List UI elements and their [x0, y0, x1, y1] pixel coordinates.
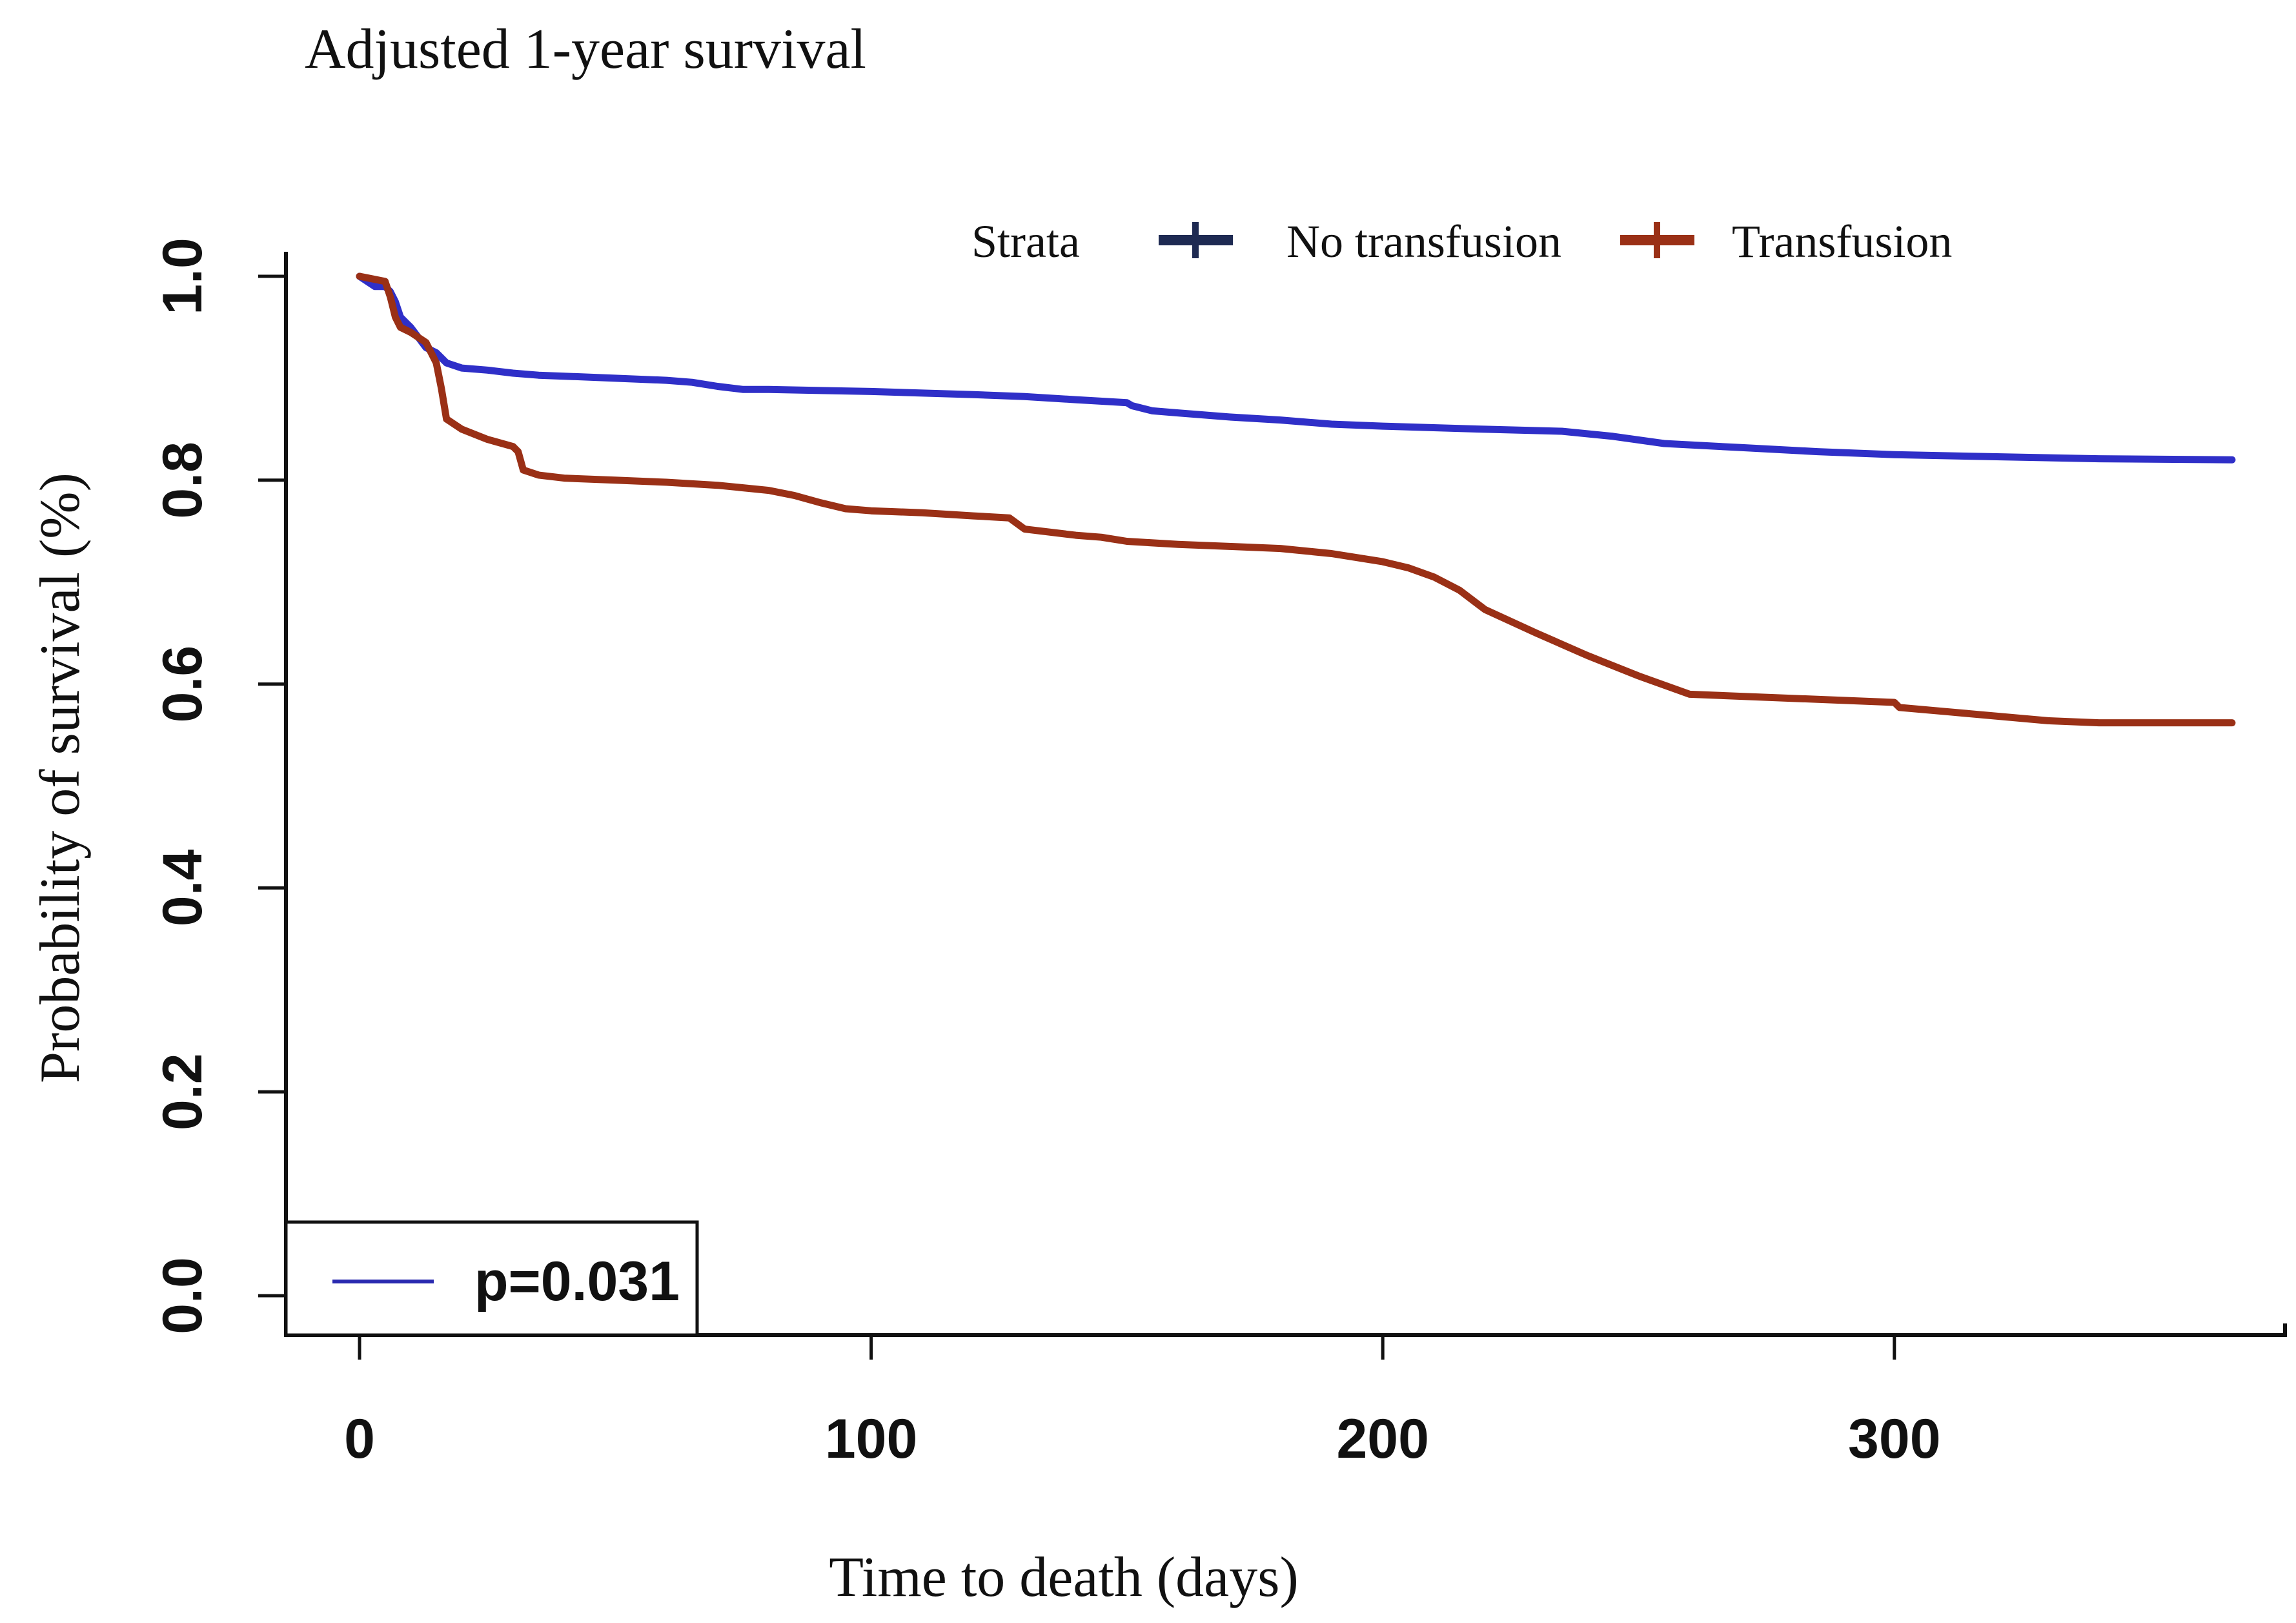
x-tick-label: 0	[344, 1408, 375, 1470]
legend-title: Strata	[971, 216, 1080, 267]
x-tick-label: 200	[1336, 1408, 1429, 1470]
pvalue-label: p=0.031	[474, 1250, 680, 1312]
y-tick-label: 1.0	[152, 238, 214, 315]
plot-area: 0 100 200 300 0.0 0.2 0.4 0.6 0.8 1.0	[152, 238, 2287, 1470]
axes-frame	[284, 252, 2287, 1337]
y-tick-label: 0.4	[152, 849, 214, 926]
chart-title: Adjusted 1-year survival	[305, 18, 866, 81]
legend-item-transfusion: Transfusion	[1620, 216, 1952, 267]
series-line-no-transfusion	[356, 272, 2236, 464]
y-axis-label: Probability of survival (%)	[29, 473, 92, 1083]
legend-item-no-transfusion: No transfusion	[1159, 216, 1561, 267]
y-axis: 0.0 0.2 0.4 0.6 0.8 1.0	[152, 238, 286, 1334]
series-layer	[356, 272, 2236, 727]
x-axis-label: Time to death (days)	[829, 1546, 1299, 1609]
legend-label-transfusion: Transfusion	[1732, 216, 1952, 267]
pvalue-box: p=0.031	[284, 1220, 699, 1337]
x-axis: 0 100 200 300	[344, 1335, 1941, 1470]
y-tick-label: 0.8	[152, 442, 214, 519]
y-tick-label: 0.0	[152, 1257, 214, 1334]
x-tick-label: 300	[1848, 1408, 1941, 1470]
legend-label-no-transfusion: No transfusion	[1286, 216, 1561, 267]
legend: Strata No transfusion Transfusion	[971, 216, 1952, 267]
pvalue-box-frame	[284, 1220, 699, 1337]
x-tick-label: 100	[825, 1408, 918, 1470]
y-tick-label: 0.6	[152, 646, 214, 723]
series-line-transfusion	[356, 272, 2236, 727]
y-tick-label: 0.2	[152, 1053, 214, 1130]
